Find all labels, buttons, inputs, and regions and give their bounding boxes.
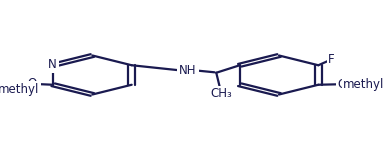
- Text: methyl: methyl: [0, 83, 39, 96]
- Text: methyl: methyl: [343, 78, 385, 91]
- Text: CH₃: CH₃: [210, 87, 232, 100]
- Text: NH: NH: [179, 64, 197, 76]
- Text: O: O: [27, 77, 37, 90]
- Text: O: O: [337, 78, 347, 91]
- Text: F: F: [328, 53, 335, 66]
- Text: N: N: [48, 58, 57, 71]
